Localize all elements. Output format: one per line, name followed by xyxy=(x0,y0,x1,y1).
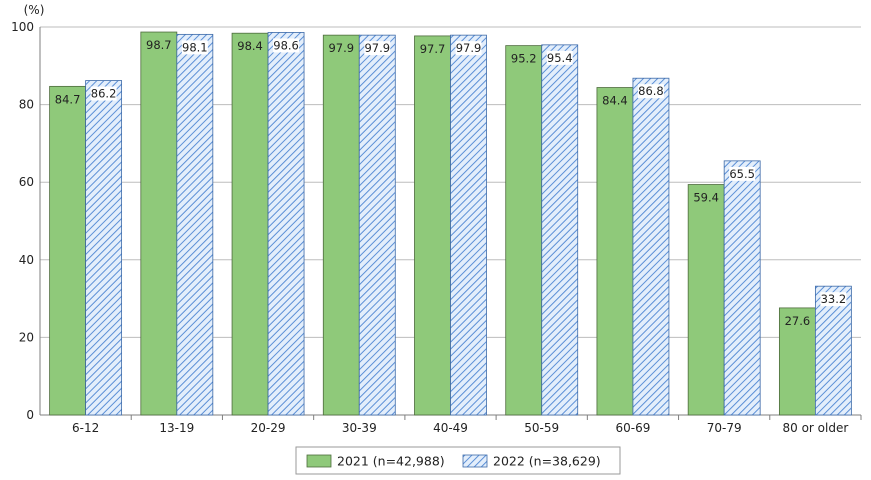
y-tick-label-20: 20 xyxy=(19,330,34,344)
bar-2021-13-19 xyxy=(140,31,178,416)
data-label-2021-6-12: 84.7 xyxy=(55,92,81,106)
legend-label-2021: 2021 (n=42,988) xyxy=(337,454,445,469)
data-label-2022-40-49: 97.9 xyxy=(456,41,482,55)
legend-box xyxy=(295,446,621,475)
data-label-bg-2022-30-39 xyxy=(364,41,391,56)
data-label-2021-40-49: 97.7 xyxy=(420,42,446,56)
y-tick-label-60: 60 xyxy=(19,175,34,189)
data-label-2021-30-39: 97.9 xyxy=(328,41,354,55)
bar-2021-6-12 xyxy=(49,85,87,416)
bar-2021-50-59 xyxy=(505,45,543,416)
bar-2022-40-49 xyxy=(450,34,487,416)
bar-2022-6-12 xyxy=(85,80,123,416)
data-label-bg-2022-40-49 xyxy=(455,41,482,56)
data-label-2021-60-69: 84.4 xyxy=(602,94,628,108)
data-label-2021-70-79: 59.4 xyxy=(693,191,719,205)
bar-2022-50-59 xyxy=(541,44,579,416)
data-label-2021-13-19: 98.7 xyxy=(146,38,172,52)
data-label-2022-30-39: 97.9 xyxy=(364,41,390,55)
data-label-2022-50-59: 95.4 xyxy=(547,51,573,65)
legend-label-2022: 2022 (n=38,629) xyxy=(493,454,601,469)
bar-2022-20-29 xyxy=(267,32,305,416)
legend-swatch-2021 xyxy=(306,454,332,468)
data-label-bg-2022-80 or older xyxy=(820,292,847,307)
data-label-2022-80 or older: 33.2 xyxy=(821,292,847,306)
legend-swatch-2022 xyxy=(462,454,488,468)
bar-2021-20-29 xyxy=(231,32,269,416)
data-label-bg-2022-20-29 xyxy=(273,38,300,53)
data-label-2022-70-79: 65.5 xyxy=(729,167,755,181)
x-tick-label-5: 50-59 xyxy=(524,421,559,435)
bar-2021-60-69 xyxy=(596,87,634,416)
data-label-bg-2022-6-12 xyxy=(90,86,117,101)
data-label-bg-2022-70-79 xyxy=(729,166,756,181)
bar-2022-13-19 xyxy=(176,33,214,416)
bar-2021-40-49 xyxy=(414,35,451,416)
x-tick-label-1: 13-19 xyxy=(159,421,194,435)
data-label-bg-2022-60-69 xyxy=(637,84,664,99)
y-tick-label-40: 40 xyxy=(19,253,34,267)
data-label-2022-13-19: 98.1 xyxy=(182,40,208,54)
data-label-2022-60-69: 86.8 xyxy=(638,84,664,98)
bar-2022-60-69 xyxy=(632,77,670,416)
x-tick-label-6: 60-69 xyxy=(616,421,651,435)
bar-2021-30-39 xyxy=(322,34,360,416)
x-tick-label-3: 30-39 xyxy=(342,421,377,435)
bar-2022-80 or older xyxy=(814,285,852,416)
data-label-2021-80 or older: 27.6 xyxy=(785,314,811,328)
y-axis-label: (%) xyxy=(24,3,45,17)
data-label-bg-2022-13-19 xyxy=(181,40,208,55)
data-label-2022-20-29: 98.6 xyxy=(273,38,299,52)
x-tick-label-4: 40-49 xyxy=(433,421,468,435)
y-tick-label-0: 0 xyxy=(26,408,34,422)
y-tick-label-100: 100 xyxy=(11,20,34,34)
data-label-2021-50-59: 95.2 xyxy=(511,52,537,66)
x-tick-label-7: 70-79 xyxy=(707,421,742,435)
bar-2022-70-79 xyxy=(723,160,761,416)
legend: 2021 (n=42,988) 2022 (n=38,629) xyxy=(295,446,621,475)
data-labels: 84.7 86.2 98.7 98.1 98.4 98.6 97.9 97.9 97.7 97.9… xyxy=(55,38,847,328)
data-label-2021-20-29: 98.4 xyxy=(237,39,263,53)
x-tick-label-8: 80 or older xyxy=(782,421,848,435)
bars xyxy=(49,31,852,416)
x-tick-label-0: 6-12 xyxy=(72,421,99,435)
x-tick-label-2: 20-29 xyxy=(251,421,286,435)
data-label-bg-2022-50-59 xyxy=(546,50,573,65)
data-label-2022-6-12: 86.2 xyxy=(91,87,117,101)
bar-2022-30-39 xyxy=(358,34,396,416)
bar-2021-70-79 xyxy=(687,184,725,416)
y-tick-label-80: 80 xyxy=(19,98,34,112)
